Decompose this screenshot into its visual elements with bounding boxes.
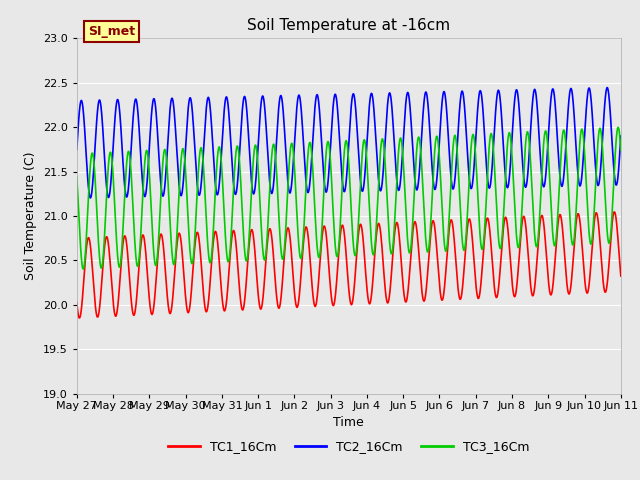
TC3_16Cm [79,266,87,272]
Line: TC1_16Cm: TC1_16Cm [77,212,621,318]
X-axis label: Time: Time [333,416,364,429]
TC1_16Cm [365,299,372,304]
TC2_16Cm [376,188,384,193]
TC3_16Cm [225,258,232,264]
TC3_16Cm [365,190,372,196]
Title: Soil Temperature at -16cm: Soil Temperature at -16cm [247,18,451,33]
TC3_16Cm [617,147,625,153]
TC3_16Cm [507,139,515,144]
TC2_16Cm [365,113,372,119]
TC1_16Cm [617,273,625,279]
TC2_16Cm [225,109,232,115]
TC3_16Cm [376,149,384,155]
TC1_16Cm [611,209,618,215]
TC1_16Cm [73,300,81,305]
Legend: TC1_16Cm, TC2_16Cm, TC3_16Cm: TC1_16Cm, TC2_16Cm, TC3_16Cm [163,435,534,458]
Line: TC3_16Cm: TC3_16Cm [77,127,621,269]
TC3_16Cm [73,174,81,180]
TC3_16Cm [614,124,622,130]
TC1_16Cm [76,315,83,321]
TC1_16Cm [507,265,515,271]
TC1_16Cm [584,288,592,294]
TC1_16Cm [569,260,577,265]
TC2_16Cm [73,146,81,152]
TC1_16Cm [376,228,384,234]
TC2_16Cm [507,154,515,159]
TC2_16Cm [617,133,625,139]
Line: TC2_16Cm: TC2_16Cm [77,87,621,198]
TC3_16Cm [584,215,592,221]
TC2_16Cm [604,84,611,90]
TC1_16Cm [225,272,232,278]
TC2_16Cm [584,88,592,94]
Text: SI_met: SI_met [88,25,135,38]
TC2_16Cm [569,96,577,102]
TC2_16Cm [86,195,94,201]
TC3_16Cm [569,242,577,248]
Y-axis label: Soil Temperature (C): Soil Temperature (C) [24,152,37,280]
